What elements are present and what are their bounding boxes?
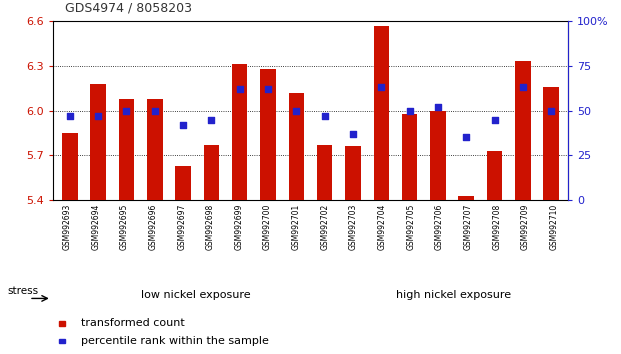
Text: percentile rank within the sample: percentile rank within the sample (81, 336, 269, 346)
Point (320, 113, 330, 119)
Text: GDS4974 / 8058203: GDS4974 / 8058203 (65, 1, 193, 14)
Bar (260, 69, 276, 200)
Point (235, 86, 245, 92)
Point (263, 86, 273, 92)
Point (433, 104, 443, 110)
Bar (515, 62, 531, 200)
Text: GSM992699: GSM992699 (234, 204, 243, 250)
Point (376, 85, 386, 90)
Point (489, 117, 499, 122)
Text: GSM992696: GSM992696 (148, 204, 158, 250)
Point (150, 108, 160, 113)
Text: GSM992693: GSM992693 (63, 204, 71, 250)
Text: GSM992705: GSM992705 (406, 204, 415, 250)
Text: GSM992709: GSM992709 (521, 204, 530, 250)
Text: GSM992702: GSM992702 (320, 204, 329, 250)
Bar (317, 145, 332, 200)
Point (461, 135, 471, 140)
Bar (90, 84, 106, 200)
Bar (402, 114, 417, 200)
Point (518, 85, 528, 90)
Bar (147, 99, 163, 200)
Bar (119, 99, 134, 200)
Text: transformed count: transformed count (81, 318, 184, 328)
Point (206, 117, 216, 122)
Text: GSM992697: GSM992697 (177, 204, 186, 250)
Text: GSM992694: GSM992694 (91, 204, 100, 250)
Point (65, 113, 75, 119)
Point (93, 113, 103, 119)
Text: stress: stress (8, 286, 39, 296)
Point (348, 131, 358, 137)
Text: GSM992701: GSM992701 (292, 204, 301, 250)
Point (546, 108, 556, 113)
Bar (345, 146, 361, 200)
Text: GSM992704: GSM992704 (378, 204, 387, 250)
Text: high nickel exposure: high nickel exposure (396, 290, 511, 300)
Point (291, 108, 301, 113)
Point (405, 108, 415, 113)
Bar (543, 87, 559, 200)
Bar (232, 64, 248, 200)
Text: GSM992707: GSM992707 (463, 204, 473, 250)
Bar (204, 145, 219, 200)
Text: GSM992703: GSM992703 (349, 204, 358, 250)
Point (178, 122, 188, 128)
Bar (62, 133, 78, 200)
Text: GSM992708: GSM992708 (492, 204, 501, 250)
Bar (487, 151, 502, 200)
Text: GSM992695: GSM992695 (120, 204, 129, 250)
Text: GSM992700: GSM992700 (263, 204, 272, 250)
Text: GSM992698: GSM992698 (206, 204, 215, 250)
Bar (458, 195, 474, 200)
Bar (373, 26, 389, 200)
Bar (430, 110, 446, 200)
Text: GSM992706: GSM992706 (435, 204, 444, 250)
Text: low nickel exposure: low nickel exposure (141, 290, 251, 300)
Point (122, 108, 132, 113)
Text: GSM992710: GSM992710 (550, 204, 558, 250)
Bar (289, 93, 304, 200)
Bar (175, 166, 191, 200)
